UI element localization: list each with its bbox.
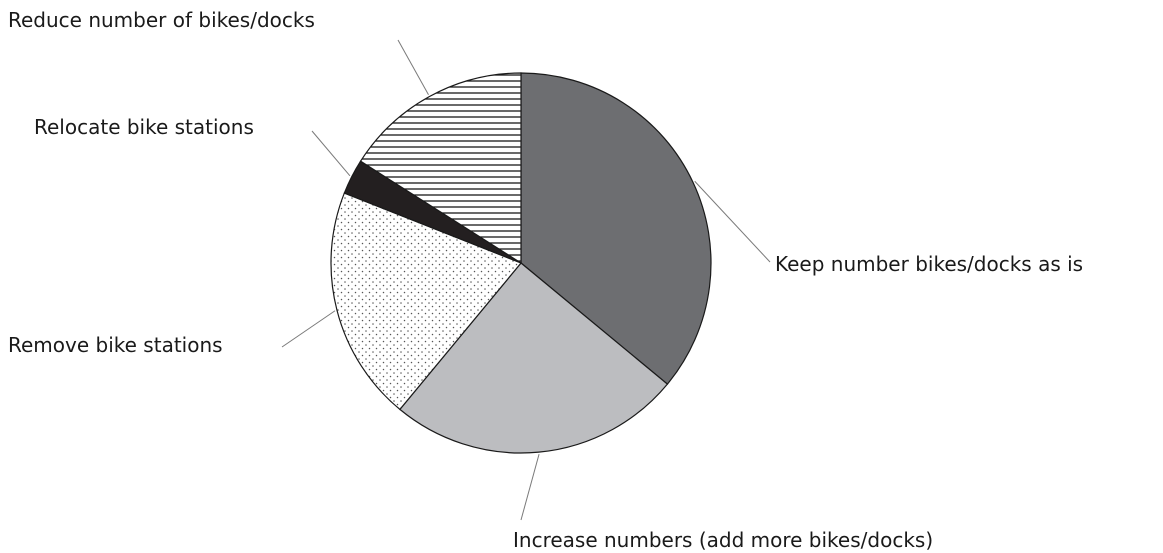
- leader-line-keep-number-bikes-docks-as-is: [694, 180, 771, 263]
- leader-line-increase-numbers-add-more-bikes-docks: [520, 454, 540, 521]
- leader-lines: [281, 39, 771, 521]
- pie-slice-reduce-number-of-bikes-docks: [359, 72, 522, 265]
- slice-label-keep-number-bikes-docks-as-is: Keep number bikes/docks as is: [775, 252, 1083, 276]
- pie-slice-keep-number-bikes-docks-as-is: [520, 72, 712, 385]
- slice-label-increase-numbers-add-more-bikes-docks: Increase numbers (add more bikes/docks): [513, 528, 933, 552]
- slice-label-relocate-bike-stations: Relocate bike stations: [34, 115, 254, 139]
- slice-labels: Keep number bikes/docks as is Increase nu…: [8, 8, 1083, 552]
- slice-label-remove-bike-stations: Remove bike stations: [8, 333, 223, 357]
- pie-slice-remove-bike-stations: [330, 192, 522, 411]
- leader-line-remove-bike-stations: [281, 310, 336, 348]
- pie-slice-increase-numbers-add-more-bikes-docks: [399, 262, 669, 454]
- leader-line-reduce-number-of-bikes-docks: [397, 39, 429, 95]
- slice-label-reduce-number-of-bikes-docks: Reduce number of bikes/docks: [8, 8, 315, 32]
- leader-line-relocate-bike-stations: [311, 130, 351, 177]
- pie-slices: [330, 72, 712, 454]
